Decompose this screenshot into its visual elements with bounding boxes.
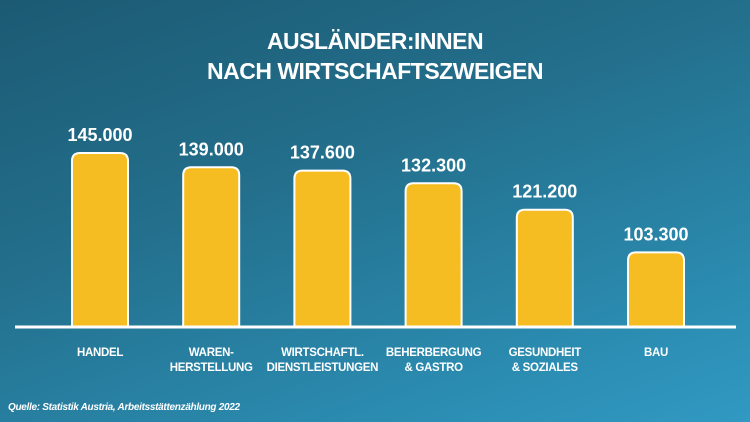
category-label: HERSTELLUNG <box>170 362 253 374</box>
category-label: HANDEL <box>77 347 123 359</box>
data-label: 139.000 <box>179 139 244 159</box>
data-label: 132.300 <box>401 155 466 175</box>
data-label: 121.200 <box>512 182 577 202</box>
category-label: & SOZIALES <box>512 362 579 374</box>
data-label: 103.300 <box>623 224 688 244</box>
bar <box>293 169 352 328</box>
category-label: WAREN- <box>189 347 234 359</box>
category-label: GESUNDHEIT <box>509 347 582 359</box>
category-label: BEHERBERGUNG <box>386 347 482 359</box>
bar <box>627 251 685 328</box>
source-note: Quelle: Statistik Austria, Arbeitsstätte… <box>8 402 240 413</box>
chart-title-line-1: AUSLÄNDER:INNEN <box>266 28 484 54</box>
bar <box>515 208 574 328</box>
category-label: DIENSTLEISTUNGEN <box>267 362 379 374</box>
category-label: WIRTSCHAFTL. <box>281 347 364 359</box>
bar <box>404 182 463 328</box>
bar <box>182 166 241 328</box>
category-label: BAU <box>644 347 668 359</box>
category-label: & GASTRO <box>404 362 463 374</box>
chart-title-line-2: NACH WIRTSCHAFTSZWEIGEN <box>206 58 544 84</box>
bar <box>71 152 129 328</box>
data-label: 145.000 <box>67 125 132 145</box>
data-label: 137.600 <box>290 143 355 163</box>
